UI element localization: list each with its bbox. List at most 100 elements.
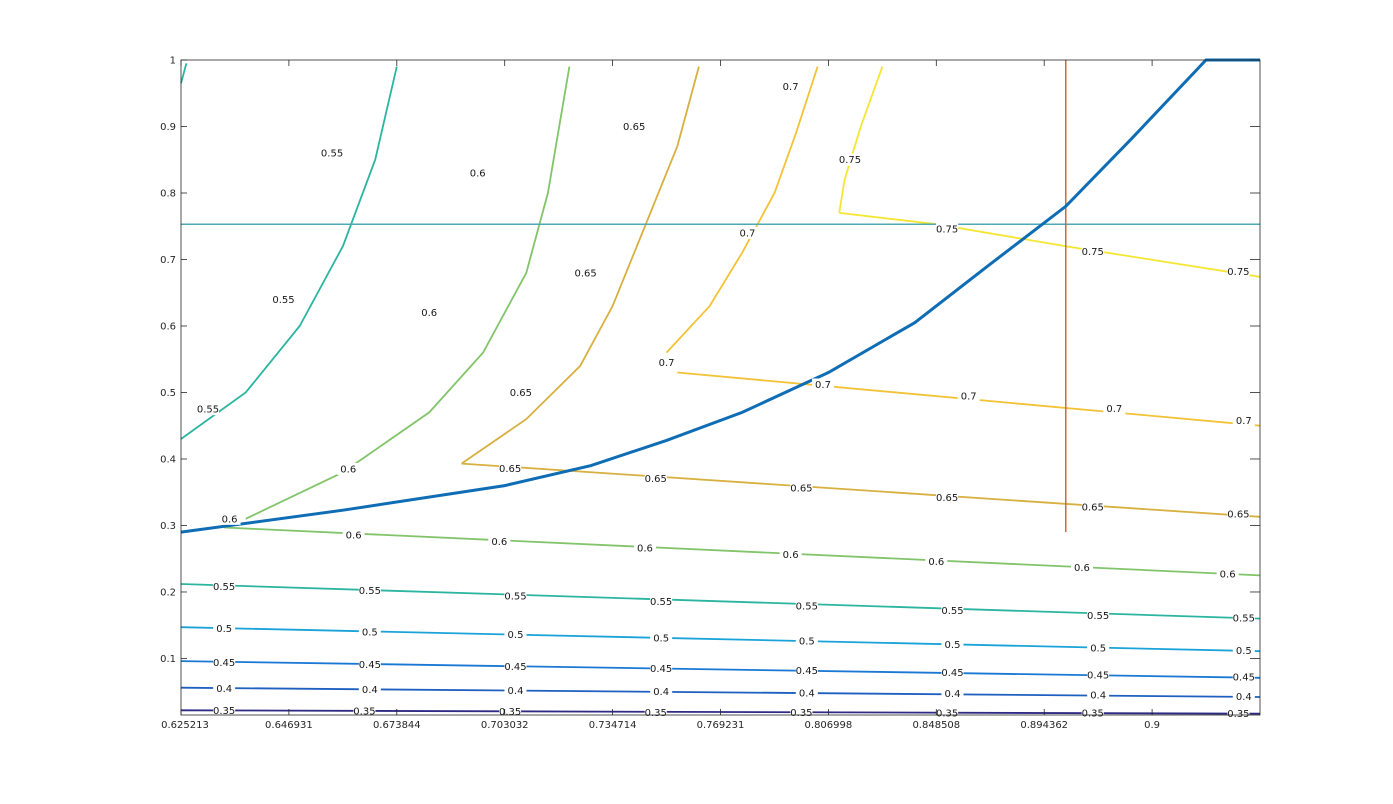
contour-label-0.4: 0.4: [653, 687, 669, 698]
contour-label-bg: [633, 542, 656, 555]
contour-label-0.65: 0.65: [645, 474, 667, 485]
contour-label-bg: [779, 548, 802, 561]
contour-label-bg: [941, 666, 964, 679]
contour-label-0.75: 0.75: [936, 224, 958, 235]
y-tick-label: 0.1: [160, 654, 176, 665]
contour-label-0.6: 0.6: [491, 537, 507, 548]
contour-label-0.6: 0.6: [1074, 563, 1090, 574]
contour-label-0.75: 0.75: [1227, 267, 1249, 278]
contour-label-0.65: 0.65: [499, 464, 521, 475]
contour-label-0.65: 0.65: [510, 388, 532, 399]
contour-label-bg: [342, 528, 365, 541]
contour-label-bg: [941, 638, 964, 651]
contour-label-bg: [1232, 671, 1255, 684]
contour-label-bg: [1081, 245, 1104, 258]
contour-label-0.75: 0.75: [1082, 247, 1104, 258]
contour-label-bg: [213, 622, 236, 635]
x-tick-label: 0.848508: [912, 720, 960, 731]
contour-label-bg: [795, 664, 818, 677]
y-tick-label: 0.6: [160, 321, 176, 332]
contour-label-0.35: 0.35: [790, 708, 812, 719]
contour-label-bg: [1087, 689, 1110, 702]
contour-label-0.45: 0.45: [1233, 673, 1255, 684]
contour-label-0.5: 0.5: [653, 633, 669, 644]
contour-label-0.6: 0.6: [1220, 570, 1236, 581]
y-tick-label: 0.8: [160, 188, 176, 199]
y-tick-label: 1: [170, 56, 176, 67]
contour-label-bg: [1087, 609, 1110, 622]
contour-label-bg: [1081, 707, 1104, 720]
contour-label-0.4: 0.4: [945, 689, 961, 700]
contour-label-bg: [418, 306, 441, 319]
contour-label-bg: [1103, 402, 1126, 415]
boundary-curve-line: [180, 58, 1260, 534]
contour-label-bg: [353, 705, 376, 718]
x-tick-label: 0.894362: [1020, 720, 1068, 731]
contour-label-bg: [509, 386, 532, 399]
contour-label-0.6: 0.6: [421, 308, 437, 319]
contour-label-0.7: 0.7: [815, 380, 831, 391]
contour-label-0.65: 0.65: [936, 493, 958, 504]
contour-label-bg: [1081, 500, 1104, 513]
x-tick-label: 0.625213: [161, 720, 209, 731]
contour-label-bg: [650, 631, 673, 644]
contour-label-0.6: 0.6: [783, 550, 799, 561]
contour-label-0.55: 0.55: [1233, 613, 1255, 624]
contour-label-bg: [499, 462, 522, 475]
contour-label-0.45: 0.45: [1087, 671, 1109, 682]
contour-label-0.7: 0.7: [961, 391, 977, 402]
contour-label-0.4: 0.4: [1090, 691, 1106, 702]
contour-label-bg: [936, 707, 959, 720]
contour-label-bg: [1070, 561, 1093, 574]
contour-label-bg: [795, 599, 818, 612]
contour-label-0.5: 0.5: [799, 637, 815, 648]
contour-label-bg: [1232, 644, 1255, 657]
contour-label-bg: [213, 704, 236, 717]
contour-label-0.65: 0.65: [790, 484, 812, 495]
contour-label-0.45: 0.45: [359, 660, 381, 671]
contour-label-0.45: 0.45: [796, 666, 818, 677]
plot-background: [181, 60, 1260, 715]
contour-label-bg: [936, 491, 959, 504]
contour-label-0.6: 0.6: [340, 464, 356, 475]
contour-line-0.65-1: [460, 66, 700, 465]
contour-label-bg: [1232, 690, 1255, 703]
contour-label-0.6: 0.6: [928, 557, 944, 568]
contour-label-bg: [941, 604, 964, 617]
contour-label-0.55: 0.55: [650, 597, 672, 608]
contour-label-0.45: 0.45: [504, 662, 526, 673]
contour-label-0.35: 0.35: [213, 706, 235, 717]
contour-line-0.55-2: [180, 63, 188, 84]
boundary-curve: [180, 58, 1260, 534]
contour-label-bg: [196, 403, 219, 416]
contour-label-bg: [574, 266, 597, 279]
contour-label-bg: [1087, 641, 1110, 654]
contour-label-bg: [736, 226, 759, 239]
contour-label-bg: [795, 687, 818, 700]
contour-label-0.45: 0.45: [941, 668, 963, 679]
contour-label-0.4: 0.4: [216, 684, 232, 695]
contour-line-0.7-1: [665, 66, 819, 354]
contour-label-0.55: 0.55: [1087, 611, 1109, 622]
reference-lines: [181, 60, 1260, 533]
x-tick-label: 0.9: [1144, 720, 1160, 731]
contour-label-0.65: 0.65: [623, 122, 645, 133]
y-tick-label: 0.4: [160, 454, 176, 465]
contour-label-0.65: 0.65: [1082, 502, 1104, 513]
contour-label-bg: [337, 462, 360, 475]
contour-label-0.5: 0.5: [362, 627, 378, 638]
contour-label-bg: [941, 687, 964, 700]
contour-label-bg: [358, 683, 381, 696]
y-tick-label: 0.3: [160, 521, 176, 532]
contour-label-0.45: 0.45: [650, 664, 672, 675]
contour-label-0.5: 0.5: [945, 640, 961, 651]
y-tick-label: 0.5: [160, 388, 176, 399]
contour-label-0.35: 0.35: [645, 708, 667, 719]
contour-label-bg: [650, 685, 673, 698]
contour-label-bg: [650, 595, 673, 608]
contour-label-bg: [504, 684, 527, 697]
contour-label-0.6: 0.6: [637, 544, 653, 555]
contour-label-bg: [1232, 611, 1255, 624]
contour-label-0.5: 0.5: [1236, 646, 1252, 657]
